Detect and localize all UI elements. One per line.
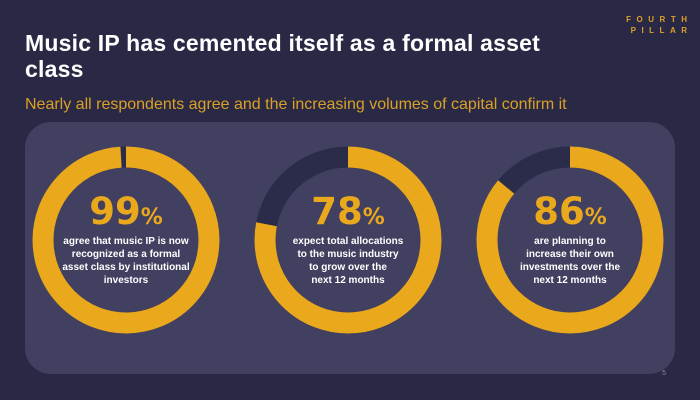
donut-caption: agree that music IP is now recognized as… xyxy=(62,236,190,286)
donut-label: 78% expect total allocations to the musi… xyxy=(253,145,443,335)
donut-percentage: 86% xyxy=(533,193,607,230)
donut-chart: 78% expect total allocations to the musi… xyxy=(253,145,443,335)
donut-value: 99 xyxy=(89,190,141,233)
slide-header: Music IP has cemented itself as a formal… xyxy=(25,30,570,114)
donut-percentage: 99% xyxy=(89,193,163,230)
donut-chart: 99% agree that music IP is now recognize… xyxy=(31,145,221,335)
donut-suffix: % xyxy=(140,205,163,230)
donut-value-arc xyxy=(32,146,220,334)
donut-percentage: 78% xyxy=(311,193,385,230)
donut-row: 99% agree that music IP is now recognize… xyxy=(25,122,675,335)
page-subtitle: Nearly all respondents agree and the inc… xyxy=(25,96,567,113)
donut-caption: expect total allocations to the music in… xyxy=(292,236,404,286)
page-number: 5 xyxy=(662,370,666,377)
donut-suffix: % xyxy=(362,205,385,230)
donut-value: 86 xyxy=(533,190,585,233)
donut-ring xyxy=(476,146,664,334)
donut-ring xyxy=(254,146,442,334)
logo-line-1: FOURTH xyxy=(626,15,693,24)
donut-label: 86% are planning to increase their own i… xyxy=(475,145,665,335)
donut-value-arc xyxy=(476,146,664,334)
logo-line-2: PILLAR xyxy=(630,26,693,35)
donut-caption: are planning to increase their own inves… xyxy=(519,236,621,286)
donut-chart: 86% are planning to increase their own i… xyxy=(475,145,665,335)
donut-ring xyxy=(32,146,220,334)
donut-value-arc xyxy=(254,146,442,334)
donut-label: 99% agree that music IP is now recognize… xyxy=(31,145,221,335)
donut-value: 78 xyxy=(311,190,363,233)
page-title: Music IP has cemented itself as a formal… xyxy=(25,30,540,82)
brand-logo: FOURTH PILLAR xyxy=(626,14,687,36)
stats-card: 99% agree that music IP is now recognize… xyxy=(25,122,675,374)
donut-suffix: % xyxy=(584,205,607,230)
